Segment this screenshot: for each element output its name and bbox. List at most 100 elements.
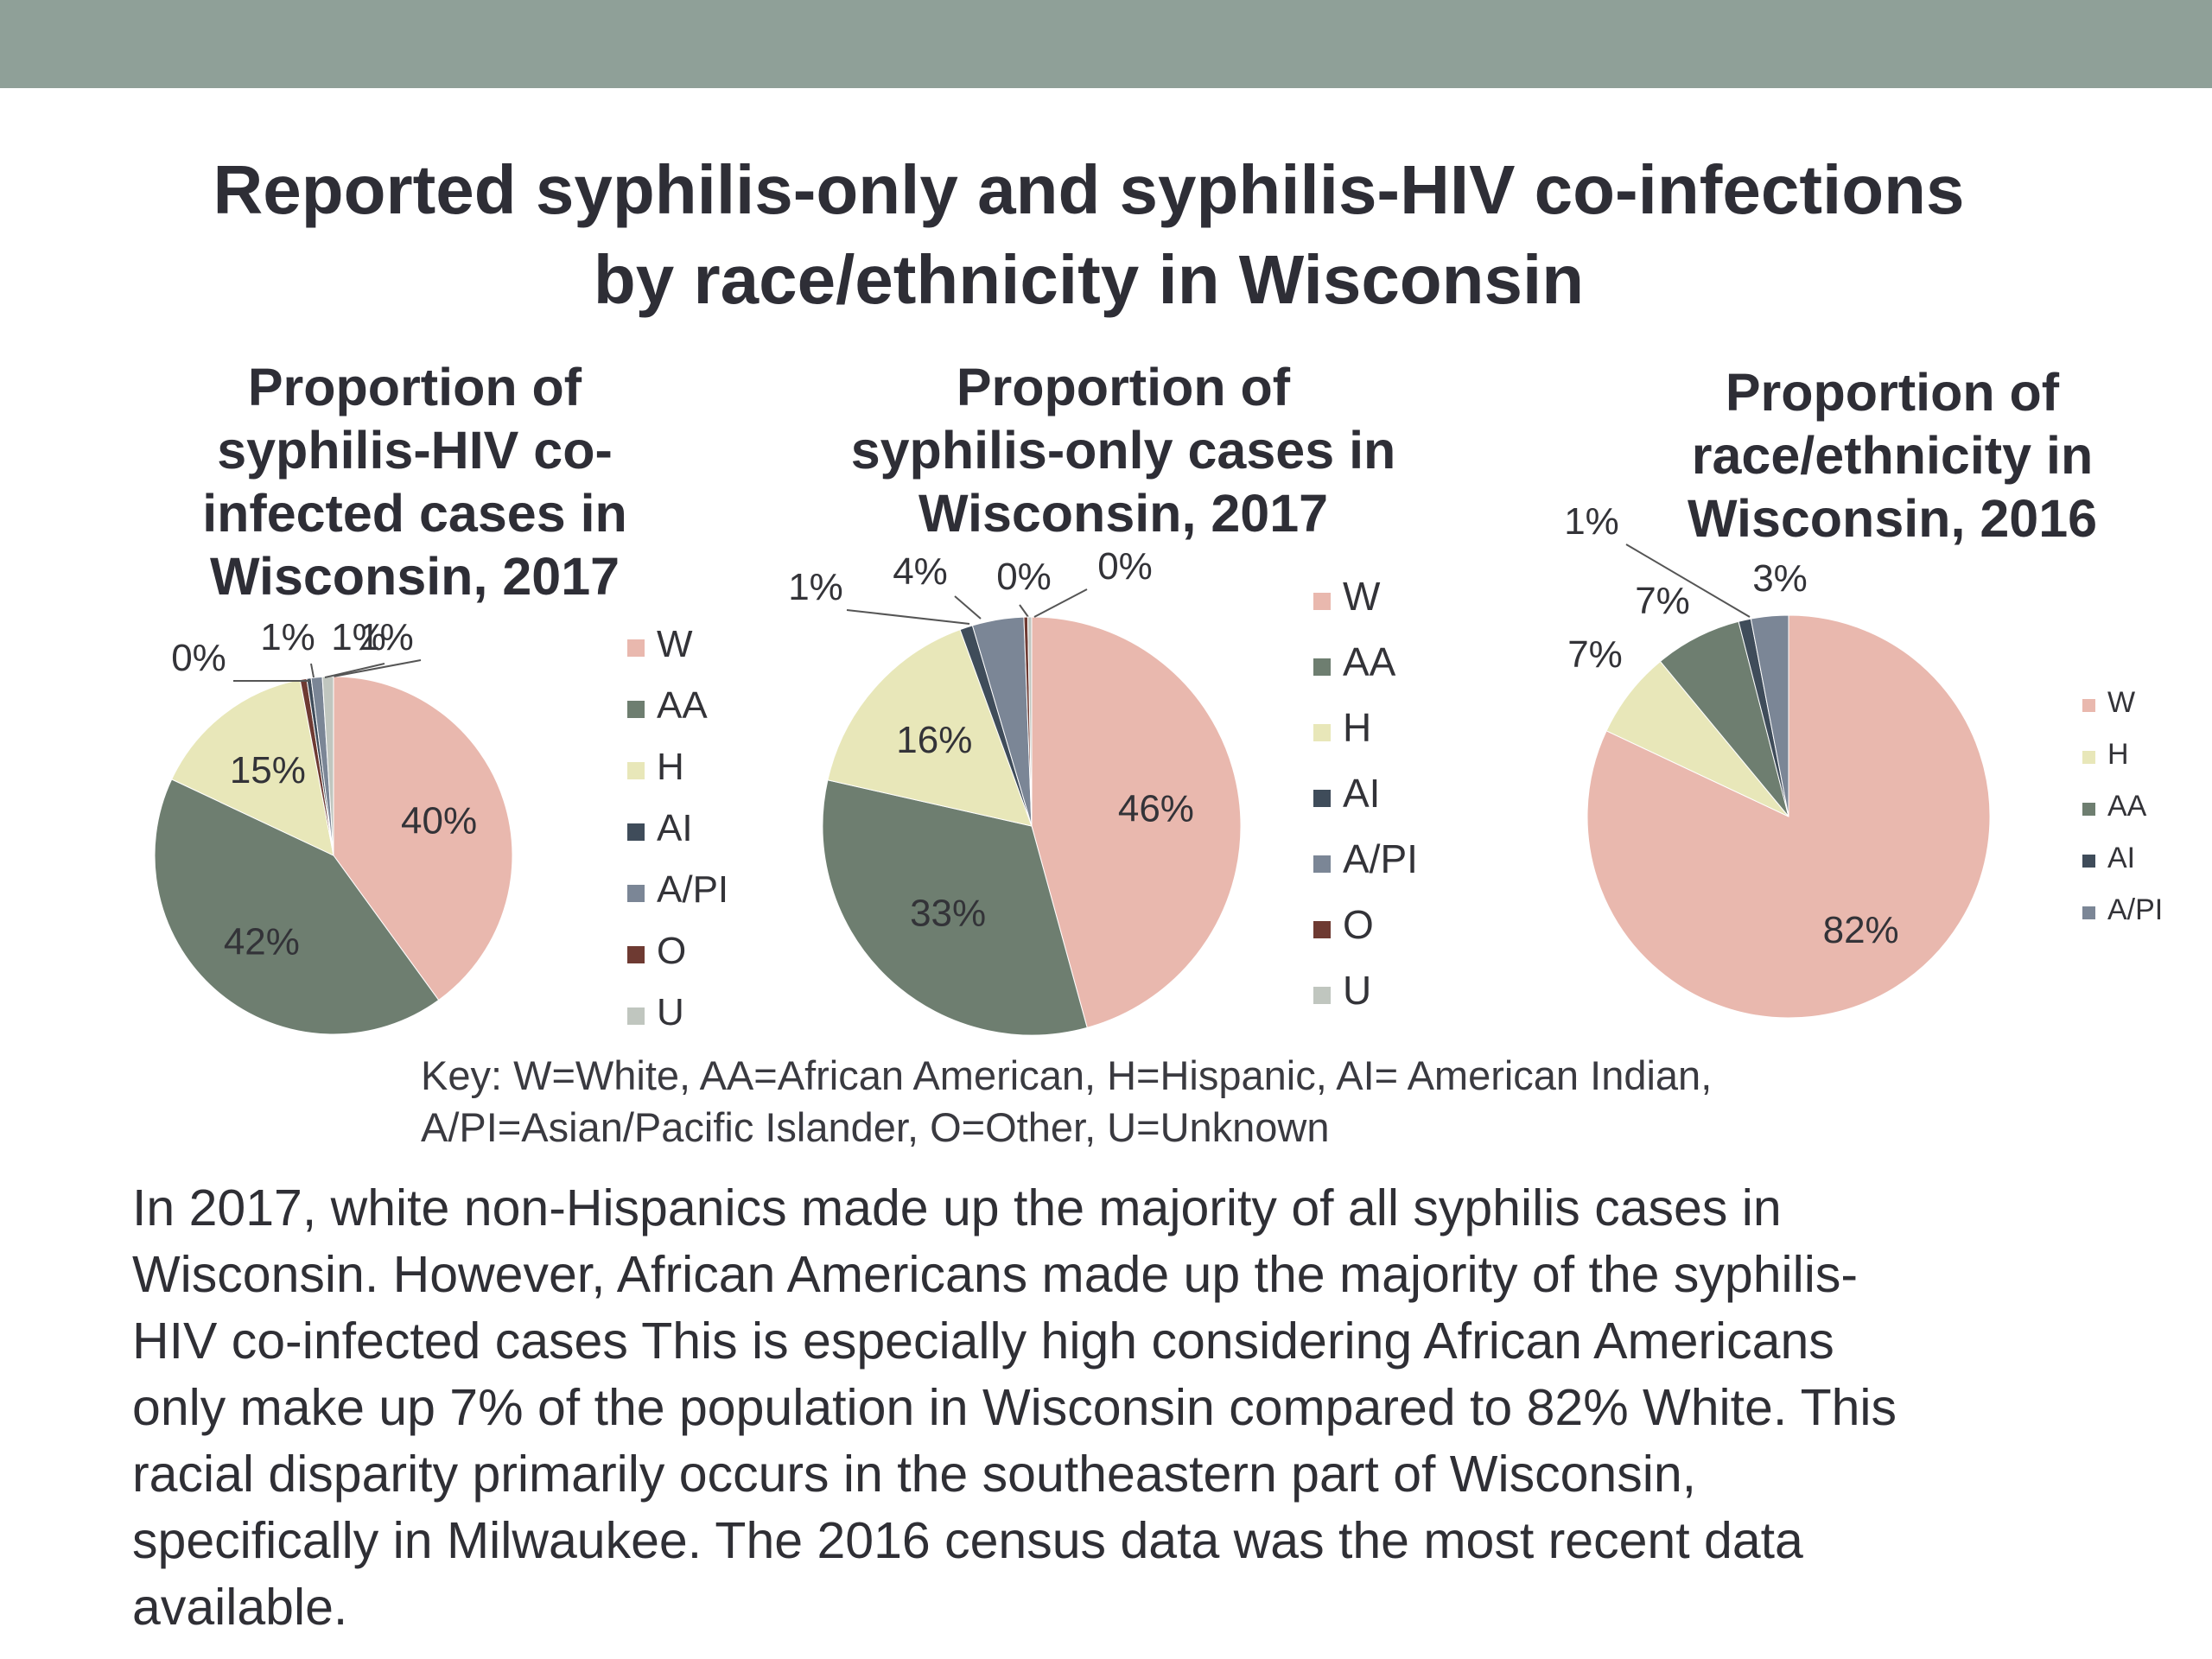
slide-title-line: by race/ethnicity in Wisconsin bbox=[593, 241, 1585, 318]
legend-label: W bbox=[1343, 574, 1381, 619]
chart-title-line: syphilis-HIV co- bbox=[217, 421, 613, 480]
data-label: 1% bbox=[788, 566, 843, 608]
legend-swatch bbox=[1313, 921, 1331, 938]
body-line: HIV co-infected cases This is especially… bbox=[132, 1313, 1834, 1370]
legend-label: H bbox=[657, 746, 684, 788]
pie-slice-w bbox=[333, 676, 513, 1001]
data-label: 7% bbox=[1635, 580, 1690, 622]
legend-label: AA bbox=[2107, 790, 2147, 823]
body-line: racial disparity primarily occurs in the… bbox=[132, 1446, 1697, 1503]
legend-swatch bbox=[1313, 724, 1331, 741]
chart-title-line: Wisconsin, 2016 bbox=[1687, 489, 2098, 548]
pie-slice-u bbox=[1027, 616, 1033, 827]
body-line: specifically in Milwaukee. The 2016 cens… bbox=[132, 1512, 1803, 1569]
legend-swatch bbox=[627, 701, 645, 718]
body-paragraph: In 2017, white non-Hispanics made up the… bbox=[132, 1175, 2171, 1641]
data-label: 3% bbox=[1752, 557, 1808, 600]
chart-title-line: Wisconsin, 2017 bbox=[209, 547, 620, 606]
data-label: 1% bbox=[260, 616, 315, 658]
data-label: 7% bbox=[1567, 633, 1623, 676]
body-line: In 2017, white non-Hispanics made up the… bbox=[132, 1179, 1782, 1236]
chart-title-line: Proportion of bbox=[956, 358, 1291, 416]
legend-swatch bbox=[1313, 658, 1331, 676]
data-label: 15% bbox=[230, 749, 306, 791]
leader-line bbox=[327, 659, 422, 678]
legend-label: AI bbox=[1343, 771, 1380, 816]
pie-slice-aa bbox=[1659, 620, 1789, 817]
leader-line bbox=[1019, 604, 1029, 618]
leader-line bbox=[1033, 588, 1088, 618]
data-label: 0% bbox=[1097, 545, 1153, 588]
chart-title-line: Proportion of bbox=[1725, 363, 2060, 422]
legend-swatch bbox=[627, 946, 645, 963]
data-label: 1% bbox=[359, 616, 414, 658]
legend-label: A/PI bbox=[2107, 893, 2163, 926]
leader-line bbox=[954, 595, 982, 620]
slide-title: Reported syphilis-only and syphilis-HIV … bbox=[0, 145, 2177, 325]
chart-title-line: Wisconsin, 2017 bbox=[918, 484, 1329, 543]
data-label: 1% bbox=[1564, 500, 1619, 543]
chart-3-title: Proportion of race/ethnicity in Wisconsi… bbox=[1616, 361, 2169, 550]
legend-swatch bbox=[1313, 790, 1331, 807]
legend-swatch bbox=[2082, 751, 2095, 764]
pie-slice-h bbox=[827, 629, 1033, 827]
leader-line bbox=[1625, 543, 1751, 618]
legend-swatch bbox=[1313, 855, 1331, 873]
legend-swatch bbox=[2082, 803, 2095, 816]
chart-title-line: Proportion of bbox=[247, 358, 582, 416]
data-label: 0% bbox=[171, 637, 226, 679]
legend-label: O bbox=[657, 930, 686, 972]
legend-swatch bbox=[627, 885, 645, 902]
slide-title-line: Reported syphilis-only and syphilis-HIV … bbox=[213, 151, 1965, 228]
legend-label: W bbox=[2107, 686, 2135, 719]
chart-1-title: Proportion of syphilis-HIV co- infected … bbox=[138, 356, 691, 608]
slide-top-bar bbox=[0, 0, 2212, 88]
chart-title-line: race/ethnicity in bbox=[1691, 426, 2094, 485]
legend-label: W bbox=[657, 623, 693, 665]
data-label: 42% bbox=[224, 920, 300, 963]
legend-swatch bbox=[627, 639, 645, 657]
data-label: 0% bbox=[996, 556, 1052, 598]
key-line: A/PI=Asian/Pacific Islander, O=Other, U=… bbox=[421, 1104, 1330, 1150]
legend-swatch bbox=[2082, 699, 2095, 712]
legend-label: U bbox=[1343, 968, 1371, 1013]
data-label: 46% bbox=[1118, 788, 1194, 830]
body-line: only make up 7% of the population in Wis… bbox=[132, 1379, 1897, 1436]
legend-swatch bbox=[2082, 906, 2095, 919]
legend-key-note: Key: W=White, AA=African American, H=His… bbox=[421, 1050, 1712, 1154]
leader-line bbox=[310, 663, 315, 678]
legend-label: A/PI bbox=[1343, 836, 1418, 881]
pie-slice-aa bbox=[822, 779, 1088, 1036]
chart-title-line: syphilis-only cases in bbox=[850, 421, 1396, 480]
data-label: 82% bbox=[1823, 909, 1899, 951]
data-label: 4% bbox=[893, 550, 948, 593]
legend-label: AI bbox=[657, 807, 693, 849]
pie-slice-h bbox=[171, 679, 334, 856]
legend-label: U bbox=[657, 991, 684, 1033]
pie-slice-w bbox=[1031, 616, 1242, 1028]
legend-label: A/PI bbox=[657, 868, 728, 911]
leader-line bbox=[324, 663, 385, 678]
legend-label: O bbox=[1343, 902, 1374, 947]
pie-slice-api bbox=[1750, 614, 1789, 817]
key-line: Key: W=White, AA=African American, H=His… bbox=[421, 1052, 1713, 1098]
pie-slice-aa bbox=[154, 779, 440, 1035]
leader-line bbox=[846, 609, 970, 625]
legend-swatch bbox=[627, 823, 645, 841]
chart-title-line: infected cases in bbox=[202, 484, 627, 543]
legend-label: AA bbox=[1343, 639, 1396, 684]
data-label: 40% bbox=[401, 799, 477, 842]
legend-swatch bbox=[627, 762, 645, 779]
legend-swatch bbox=[2082, 855, 2095, 868]
legend-label: AI bbox=[2107, 842, 2135, 874]
legend-label: H bbox=[1343, 705, 1371, 750]
legend-swatch bbox=[1313, 987, 1331, 1004]
legend-swatch bbox=[1313, 593, 1331, 610]
legend-label: AA bbox=[657, 684, 708, 727]
legend-label: H bbox=[2107, 738, 2129, 771]
chart-2-title: Proportion of syphilis-only cases in Wis… bbox=[812, 356, 1434, 545]
data-label: 16% bbox=[896, 719, 972, 761]
body-line: available. bbox=[132, 1579, 348, 1636]
body-line: Wisconsin. However, African Americans ma… bbox=[132, 1246, 1858, 1303]
